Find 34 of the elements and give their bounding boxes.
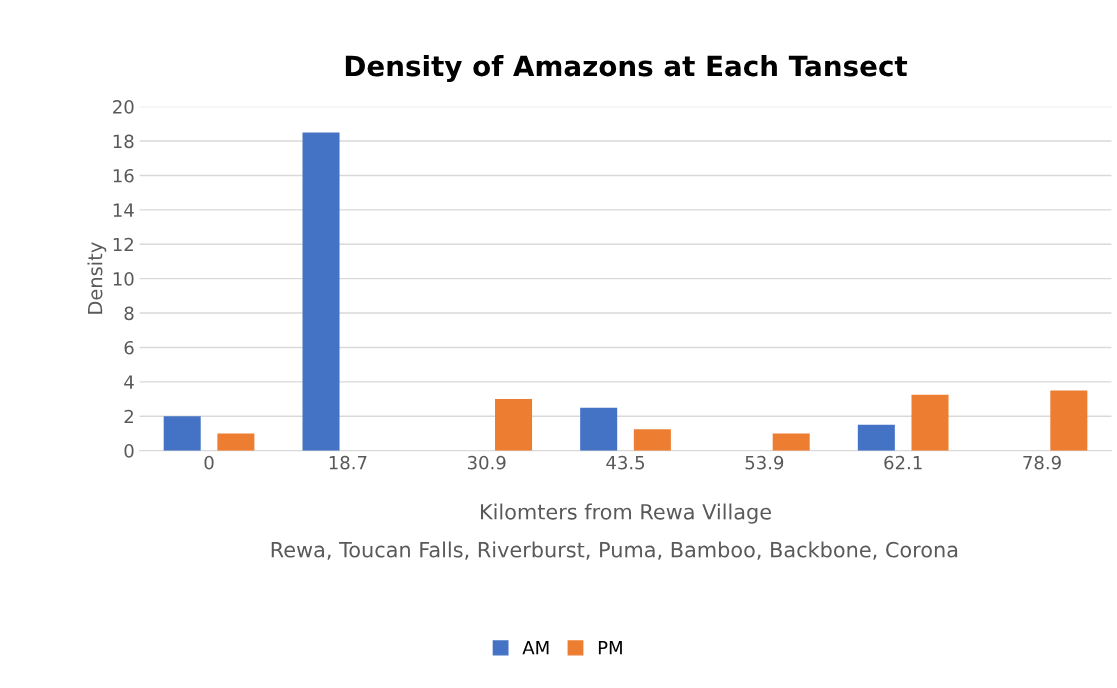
bar — [911, 394, 949, 451]
bar — [302, 132, 340, 451]
bar — [580, 407, 618, 451]
y-tick-label: 6 — [124, 340, 134, 355]
x-tick-label: 53.9 — [745, 455, 784, 470]
y-tick-label: 16 — [113, 168, 134, 183]
y-tick-label: 12 — [113, 237, 133, 252]
bar — [1050, 390, 1088, 451]
y-tick-label: 8 — [124, 306, 134, 321]
y-axis-title: Density — [87, 242, 107, 314]
text: Rewa, Toucan Falls, Riverburst, Puma, Bamboo, Backbone, Corona — [271, 541, 958, 560]
bar — [495, 399, 533, 451]
x-axis-title: Kilomters from Rewa Village — [481, 503, 771, 524]
y-tick-label: 4 — [124, 375, 134, 389]
bar — [772, 433, 810, 451]
y-tick-label: 2 — [124, 409, 133, 424]
x-tick-label: 0 — [204, 455, 214, 470]
chart-title: Density of Amazons at Each Tansect — [345, 54, 908, 83]
y-tick-label: 10 — [113, 272, 134, 286]
x-tick-label: 62.1 — [884, 455, 922, 470]
x-tick-label: 30.9 — [467, 455, 506, 470]
y-tick-label: 0 — [124, 444, 134, 458]
bar — [217, 433, 255, 451]
bar — [633, 429, 671, 451]
x-tick-label: 78.9 — [1023, 455, 1061, 470]
x-tick-label: 18.7 — [329, 455, 367, 470]
y-tick-label: 18 — [113, 134, 134, 149]
y-tick-label: 20 — [113, 100, 134, 114]
bar — [163, 416, 201, 451]
y-tick-label: 14 — [113, 203, 134, 217]
legend-label: AM — [522, 641, 549, 655]
legend-label: PM — [598, 641, 622, 655]
x-tick-label: 43.5 — [606, 455, 645, 470]
bar — [857, 424, 895, 451]
